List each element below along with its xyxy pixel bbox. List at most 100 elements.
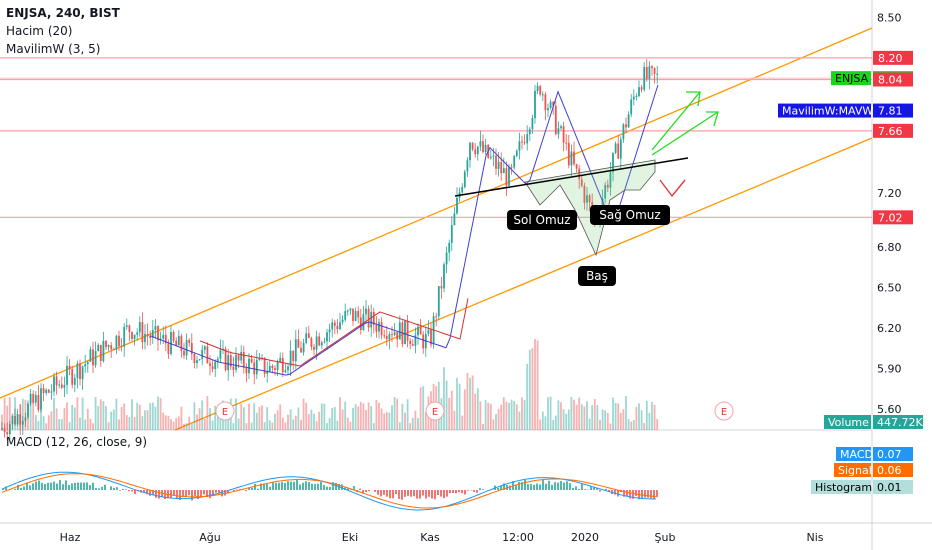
candle-body [575,164,578,169]
macd-histogram-bar [467,490,469,491]
volume-bar [224,414,227,430]
macd-histogram-bar [347,488,349,490]
candle-body [149,335,152,338]
candle-body [518,141,521,151]
candle-body [14,416,16,425]
macd-indicator-label[interactable]: MACD (12, 26, close, 9) [6,435,148,449]
volume-bar [302,398,305,430]
histogram-label: Histogram [811,480,872,494]
candle-body [557,128,560,135]
candle-body [128,325,131,333]
candle-body [47,389,50,393]
macd-histogram-bar [92,482,94,490]
candle-body [237,355,240,361]
candle-body [105,340,107,348]
macd-histogram-bar [509,485,511,490]
macd-histogram-bar [350,489,352,490]
macd-histogram-bar [566,481,568,490]
macd-histogram-bar [65,480,67,490]
volume-bar [110,411,113,430]
candle-body [315,336,318,350]
macd-histogram-bar [116,487,118,490]
mavilim-indicator-label[interactable]: MavilimW (3, 5) [6,42,101,56]
macd-histogram-bar [365,490,367,493]
candle-body [526,134,529,144]
candle-body [456,197,458,214]
histogram-value: 0.01 [873,480,913,494]
symbol-label-bg [831,71,871,86]
macd-histogram-bar [251,487,253,490]
candle-body [232,366,235,370]
candle-body [495,155,497,169]
macd-histogram-bar [188,490,190,496]
candle-body [63,384,66,388]
macd-histogram-bar [629,490,631,499]
volume-bar [359,401,362,430]
candle-body [196,360,198,364]
candle-body [253,362,256,375]
macd-histogram-bar [479,488,481,490]
macd-histogram-bar [617,490,619,497]
candle-body [284,370,287,373]
macd-histogram-bar [59,480,61,490]
volume-bar [235,398,237,430]
candle-body [469,142,471,161]
candle-body [216,358,219,362]
volume-bar [138,404,141,430]
candle-body [34,394,37,403]
candle-body [175,340,178,346]
price-tag-bg [873,210,913,225]
price-axis-label: 7.20 [877,187,902,200]
volume-bar [349,421,352,430]
candle-body [227,355,230,371]
macd-histogram-bar [23,486,25,490]
macd-histogram-bar [626,490,628,497]
macd-histogram-bar [122,488,124,490]
volume-bar [445,380,448,430]
macd-histogram-bar [359,488,361,490]
volume-indicator-label[interactable]: Hacim (20) [6,24,73,38]
volume-bar [159,398,162,430]
candle-body [172,332,175,341]
candle-body [531,118,534,130]
macd-histogram-bar [32,483,34,490]
volume-bar [102,401,105,430]
macd-histogram-bar [53,481,55,490]
volume-bar [580,404,583,430]
macd-histogram-bar [113,487,115,490]
volume-bar [40,409,42,430]
volume-bar [357,406,360,430]
macd-histogram-bar [596,488,598,490]
candle-body [27,403,29,418]
volume-bar [458,383,461,430]
candle-body [193,354,196,364]
candle-body [513,156,516,168]
macd-histogram-bar [311,483,313,490]
volume-bar [157,396,159,430]
volume-bar [63,408,66,430]
macd-histogram-bar [245,490,247,492]
candle-body [99,344,102,362]
macd-histogram-bar [407,490,409,496]
candle-body [359,317,362,331]
macd-histogram-bar [281,481,283,490]
volume-bar [502,397,505,430]
macd-histogram-bar [551,484,553,490]
volume-bar [346,417,349,430]
candle-body [651,66,653,69]
candle-body [539,86,542,95]
price-tag-bg [873,103,913,118]
candle-body [289,350,292,367]
candle-body [170,332,172,354]
candle-body [32,393,35,403]
price-tag-text: 8.04 [878,73,903,86]
macd-histogram-bar [104,484,106,490]
macd-histogram-bar [404,490,406,497]
macd-histogram-bar [575,486,577,490]
volume-bar [640,410,643,430]
volume-bar [11,413,14,430]
macd-histogram-bar [191,490,193,501]
candle-body [242,351,245,368]
candle-body [110,345,113,350]
